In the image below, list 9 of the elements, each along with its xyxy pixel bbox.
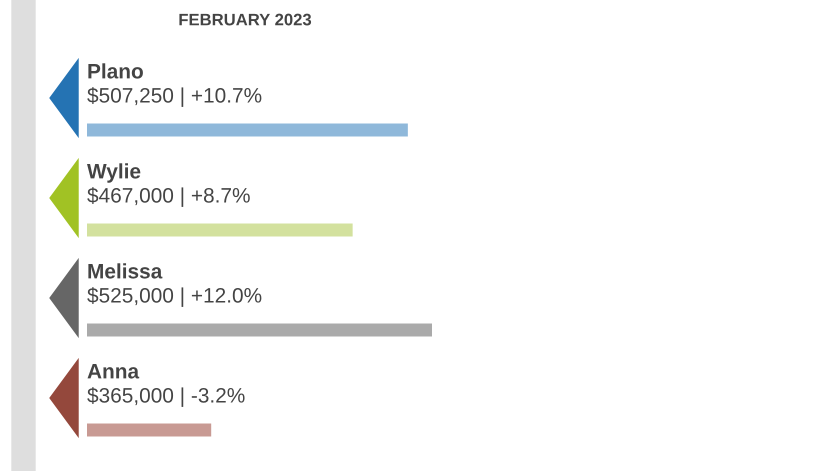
annotation: $467,000 | +8.7%	[87, 187, 250, 207]
y-tick-label: Anna	[88, 364, 140, 379]
y-tick-label: Plano	[88, 63, 143, 79]
annotation: $525,000 | +12.0%	[87, 287, 262, 307]
chart-title: FEBRUARY 2023	[179, 14, 312, 26]
annotation: $507,250 | +10.7%	[87, 87, 262, 107]
annotation: $365,000 | -3.2%	[87, 387, 245, 407]
y-tick-label: Wylie	[87, 163, 140, 183]
y-tick-label: Melissa	[88, 263, 162, 279]
